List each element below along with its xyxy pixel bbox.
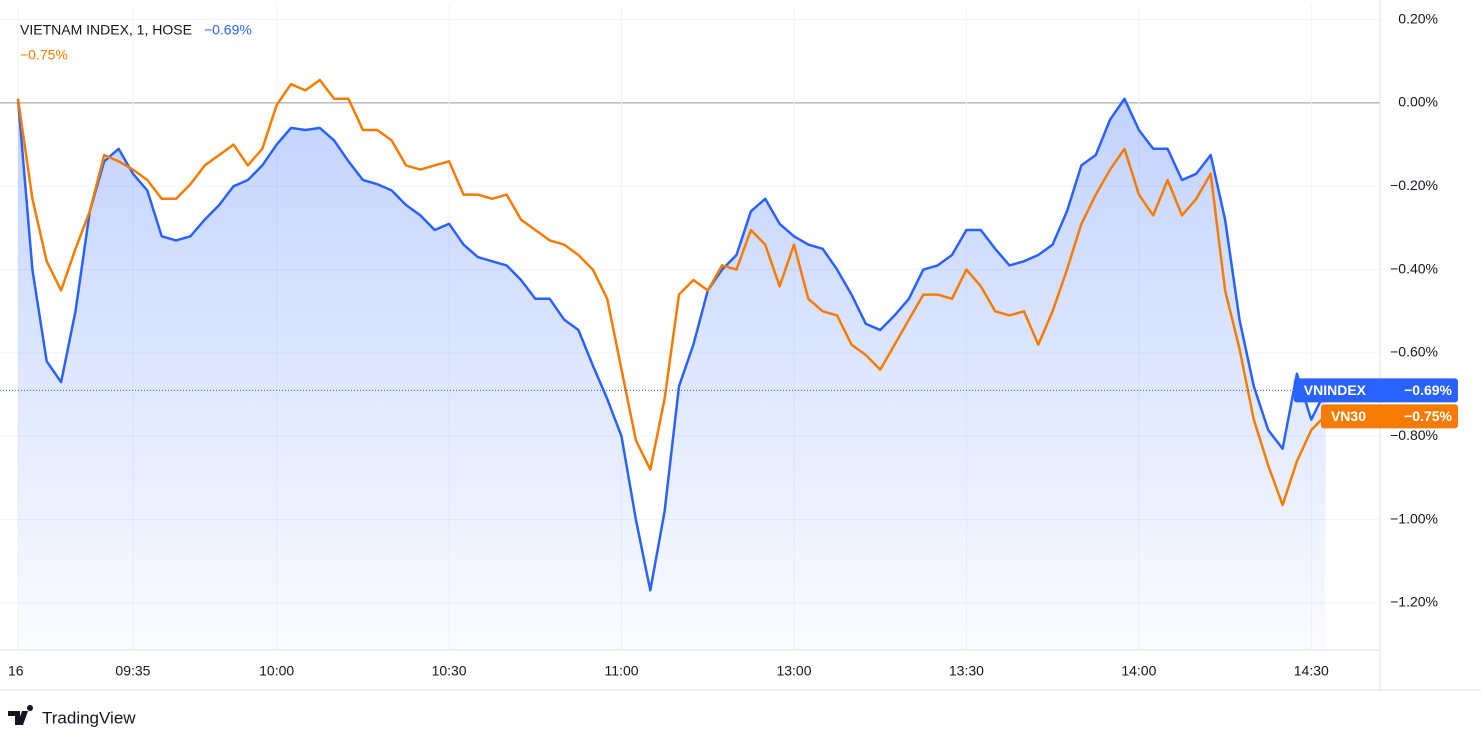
y-tick-label: −1.00% (1390, 510, 1438, 526)
price-tag-bg (1293, 378, 1458, 403)
price-tag-name: VN30 (1331, 408, 1366, 424)
y-tick-label: 0.00% (1398, 94, 1438, 110)
x-tick-label: 11:00 (605, 663, 639, 679)
y-tick-label: −1.20% (1390, 594, 1438, 610)
y-tick-label: −0.60% (1390, 344, 1438, 360)
y-tick-label: −0.40% (1390, 260, 1438, 276)
logo (8, 704, 34, 725)
y-tick-label: 0.20% (1398, 10, 1438, 26)
header-value: −0.69% (204, 22, 252, 38)
y-tick-label: −0.20% (1390, 177, 1438, 193)
x-tick-label: 13:00 (776, 663, 811, 679)
price-tag: VN30 −0.75% (1320, 404, 1458, 429)
chart-title: VIETNAM INDEX, 1, HOSE (20, 22, 192, 38)
header-value: −0.75% (20, 47, 68, 63)
price-tag-value: −0.75% (1404, 408, 1452, 424)
brand: TradingView (42, 708, 136, 727)
price-tag-value: −0.69% (1404, 382, 1452, 398)
area (18, 98, 1326, 651)
x-tick-label: 14:30 (1294, 663, 1329, 679)
x-tick-label: 14:00 (1121, 663, 1156, 679)
x-tick-label: 10:00 (259, 663, 294, 679)
price-tag-bg (1320, 404, 1458, 429)
x-tick-label: 16 (8, 663, 24, 679)
price-tag-name: VNINDEX (1304, 382, 1367, 398)
price-tag: VNINDEX −0.69% (1293, 378, 1458, 403)
x-tick-label: 09:35 (115, 663, 150, 679)
line (16, 78, 1327, 507)
y-tick-label: −0.80% (1390, 427, 1438, 443)
x-tick-label: 10:30 (432, 663, 467, 679)
x-tick-label: 13:30 (949, 663, 984, 679)
line (16, 97, 1327, 592)
